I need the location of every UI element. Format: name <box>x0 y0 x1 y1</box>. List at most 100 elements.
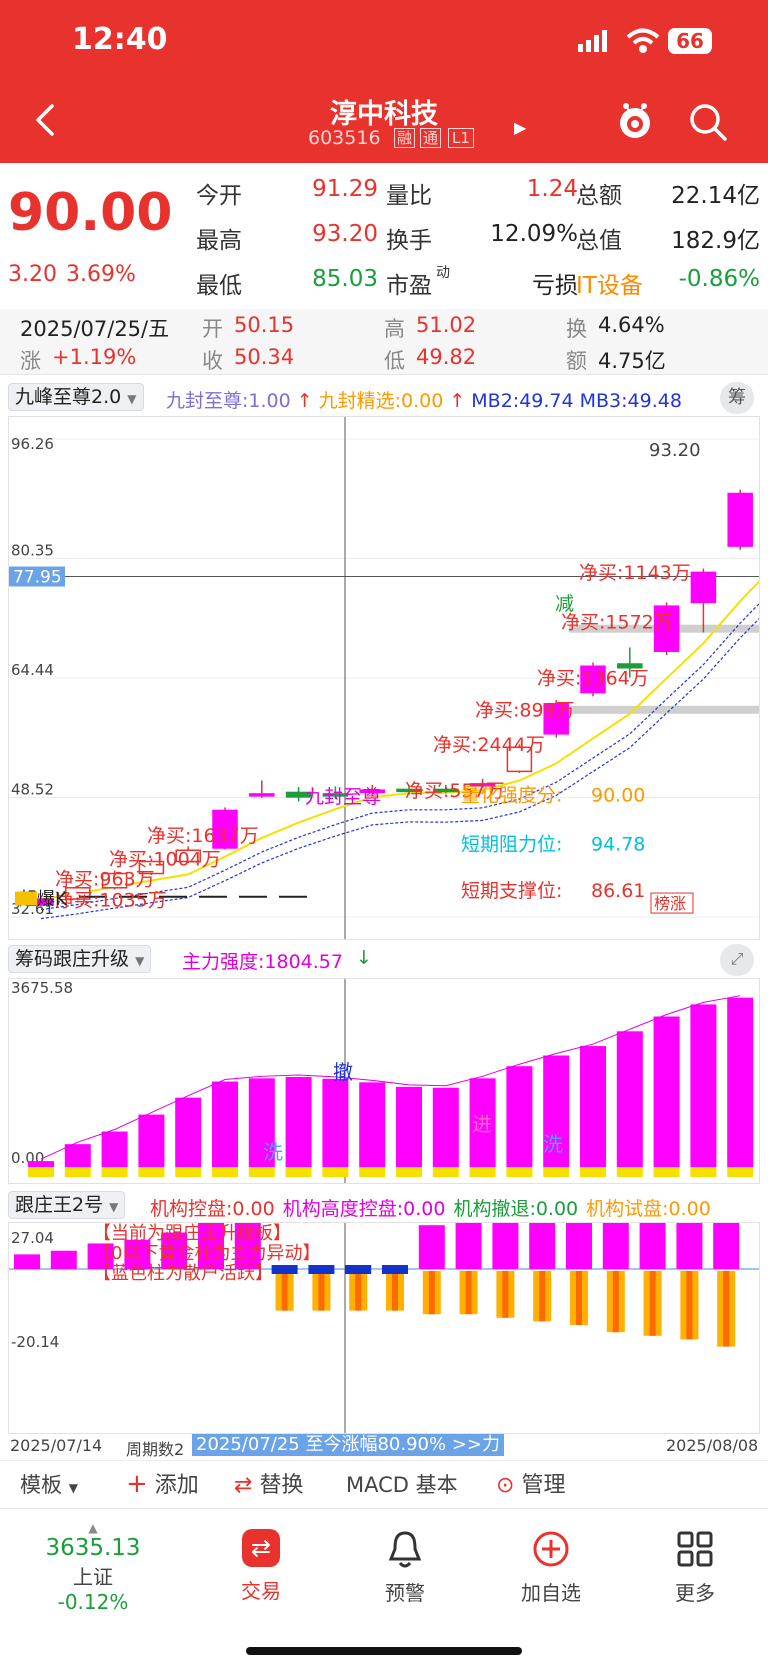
chart-annotation: 净买:963万 <box>55 869 155 891</box>
follow-legend-item: 机构高度控盘:0.00 <box>282 1198 446 1220</box>
chip-base-bar <box>248 1167 275 1177</box>
chip-bar <box>64 1144 91 1167</box>
quote-value: 12.09% <box>490 221 578 247</box>
support-label: 短期支撑位: <box>461 880 562 902</box>
trade-icon: ⇄ <box>242 1529 280 1567</box>
replace-icon: ⇄ <box>234 1473 253 1498</box>
y-tick-label: 80.35 <box>11 541 54 559</box>
candle-body <box>396 788 422 793</box>
follow-neg-bar-core <box>686 1271 693 1340</box>
chip-trend-line <box>40 995 741 1160</box>
follow-note: 【蓝色柱为散户活跃】 <box>93 1263 273 1284</box>
add-button[interactable]: + 添加 <box>126 1467 199 1499</box>
chart-annotation: 净买:1143万 <box>579 562 691 584</box>
nav-trade[interactable]: ⇄ 交易 <box>206 1529 316 1604</box>
back-icon[interactable] <box>30 100 60 144</box>
follow-pos-bar <box>14 1254 40 1269</box>
top-bar: 12:40 66 淳中科技 603516 融 通 L1 ▶ <box>0 0 768 163</box>
chart-annotation: 净买:1035万 <box>55 890 167 912</box>
bell-icon <box>350 1529 460 1573</box>
follow-pos-bar <box>566 1196 592 1269</box>
quote-value: -0.86% <box>678 266 760 292</box>
follow-chart[interactable]: 27.04 -20.14 【当前为跟庄王升级板】【0以下黄金柱为主力异动】【蓝色柱为… <box>9 1155 759 1433</box>
quote-label: 最低 <box>196 273 242 299</box>
candle-body <box>506 746 533 773</box>
nav-more[interactable]: 更多 <box>640 1529 750 1606</box>
manage-button[interactable]: ⊙ 管理 <box>496 1467 565 1499</box>
macd-button[interactable]: MACD 基本 <box>346 1473 458 1497</box>
plus-icon: + <box>126 1469 148 1499</box>
follow-indicator-select[interactable]: 跟庄王2号 ▼ <box>8 1191 126 1219</box>
stock-title: 淳中科技 <box>330 99 438 130</box>
candle-body <box>285 791 312 798</box>
candle-body <box>469 783 496 787</box>
last-price: 90.00 <box>8 183 173 243</box>
chip-chart-panel[interactable]: 3675.58 0.00 撤洗进洗 <box>8 978 760 1184</box>
day-info-bar: 2025/07/25/五 涨 +1.19% 开 50.15 收 50.34 高 … <box>0 309 768 375</box>
follow-chart-panel[interactable]: 27.04 -20.14 【当前为跟庄王升级板】 【0以下黄金柱为主力异动】 【蓝色柱为… <box>8 1155 760 1434</box>
mb3-line <box>40 608 768 920</box>
resist-value: 94.78 <box>591 833 645 855</box>
follow-neg-bar-core <box>355 1271 362 1311</box>
support-value: 86.61 <box>591 880 645 902</box>
robot-icon[interactable] <box>614 100 656 146</box>
kline-chart-panel[interactable]: 96.26 80.35 64.44 48.52 32.61 77.95 93.20 净买:11… <box>8 416 768 940</box>
settings-icon: ⊙ <box>496 1473 515 1498</box>
chart-annotation: 净买:1637万 <box>147 825 259 847</box>
follow-neg-bar-core <box>539 1271 546 1322</box>
add-circle-icon <box>496 1529 606 1573</box>
chip-bar <box>653 1016 680 1167</box>
resist-label: 短期阻力位: <box>461 833 562 855</box>
follow-neg-bar-core <box>318 1271 325 1311</box>
chip-base-bar <box>359 1167 386 1177</box>
follow-pos-bar <box>198 1217 224 1269</box>
nav-alert[interactable]: 预警 <box>350 1529 460 1606</box>
chip-button[interactable]: 筹 <box>720 382 754 414</box>
template-button[interactable]: 模板 ▼ <box>20 1469 78 1499</box>
replace-button[interactable]: ⇄ 替换 <box>234 1467 303 1499</box>
chip-indicator-select[interactable]: 筹码跟庄升级 ▼ <box>8 945 152 973</box>
quote-value: 亏损 <box>532 273 578 299</box>
chip-base-bar <box>469 1167 496 1177</box>
follow-neg-bar-core <box>281 1271 288 1311</box>
range-gain-banner[interactable]: 2025/07/25 至今涨幅80.90% >>力 <box>192 1434 504 1456</box>
day-date: 2025/07/25/五 <box>20 317 170 341</box>
index-name: 上证 <box>73 1565 113 1589</box>
quote-label: 换手 <box>386 228 432 254</box>
index-ticker[interactable]: ▲ 3635.13 上证 -0.12% <box>38 1521 148 1614</box>
main-legend-item: MB3:49.48 <box>579 390 682 412</box>
follow-indicator-label: 跟庄王2号 <box>15 1194 104 1216</box>
quote-label: 量比 <box>386 183 432 209</box>
chip-base-bar <box>506 1167 533 1177</box>
index-value: 3635.13 <box>45 1535 141 1561</box>
chart-annotation: 净买:1004万 <box>109 848 221 870</box>
kai-value: 50.15 <box>234 313 295 337</box>
battery-icon: 66 <box>668 28 712 54</box>
search-icon[interactable] <box>688 102 728 146</box>
chevron-down-icon: ▼ <box>109 1200 119 1214</box>
quote-value: 91.29 <box>312 176 378 202</box>
template-label: 模板 <box>20 1473 62 1497</box>
manage-label: 管理 <box>521 1473 566 1498</box>
follow-pos-bar <box>124 1239 151 1269</box>
follow-neg-bar-core <box>502 1271 509 1318</box>
e-label: 额 <box>566 349 587 373</box>
chip-base-bar <box>396 1167 422 1177</box>
chip-bar <box>396 1086 422 1167</box>
rank-badge[interactable] <box>650 892 694 914</box>
gao-label: 高 <box>384 317 405 341</box>
expand-icon[interactable]: ⤢ <box>720 944 754 976</box>
quote-panel: 90.00 3.20 3.69% 今开 91.29 量比 1.24 总额 22.14亿 最高… <box>0 163 768 309</box>
chip-base-bar <box>101 1167 128 1177</box>
main-indicator-select[interactable]: 九峰至尊2.0 ▼ <box>8 383 144 411</box>
gold-bar-icon <box>15 891 37 906</box>
nav-add-fav[interactable]: 加自选 <box>496 1529 606 1606</box>
follow-pos-bar <box>161 1232 188 1269</box>
expand-arrow-icon[interactable]: ▶ <box>514 118 527 137</box>
quote-label: 最高 <box>196 228 242 254</box>
di-label: 低 <box>384 349 405 373</box>
kline-chart[interactable]: 96.2680.3564.4448.5232.6177.9593.20净买:11… <box>9 417 768 939</box>
quote-value: 1.24 <box>526 176 578 202</box>
chip-bar <box>580 1046 606 1167</box>
